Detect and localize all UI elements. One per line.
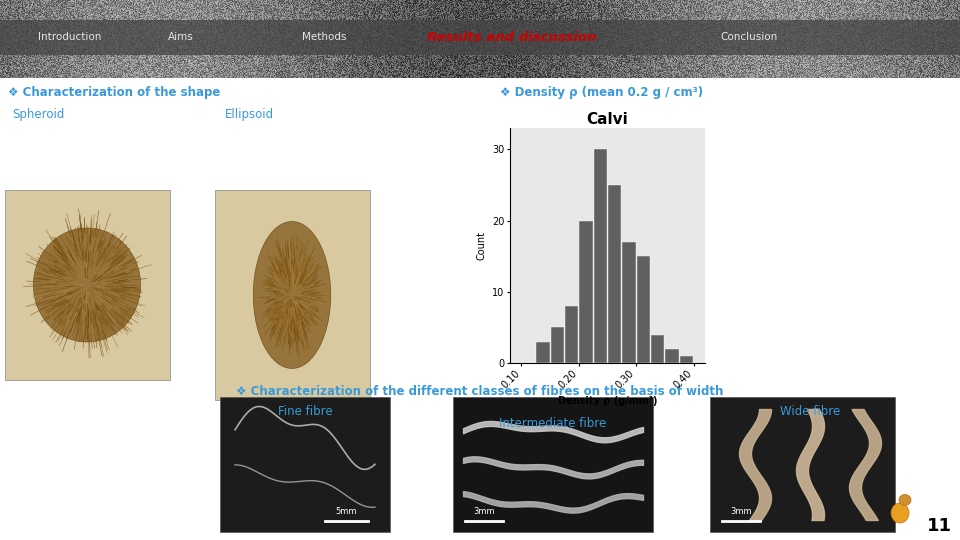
Text: ❖ Characterization of the shape: ❖ Characterization of the shape: [8, 86, 221, 99]
Bar: [651, 334, 664, 363]
FancyBboxPatch shape: [710, 397, 895, 532]
Text: 3mm: 3mm: [473, 507, 494, 516]
Y-axis label: Count: Count: [476, 231, 487, 260]
FancyBboxPatch shape: [220, 397, 390, 532]
X-axis label: Density ρ (g/mm³): Density ρ (g/mm³): [558, 396, 658, 407]
Text: Fine fibre: Fine fibre: [277, 405, 332, 418]
FancyBboxPatch shape: [453, 397, 653, 532]
Ellipse shape: [899, 495, 911, 505]
FancyBboxPatch shape: [215, 190, 370, 400]
Bar: [622, 242, 636, 363]
Text: ❖ Characterization of the different classes of fibres on the basis of width: ❖ Characterization of the different clas…: [236, 385, 724, 398]
Text: 3mm: 3mm: [731, 507, 752, 516]
Ellipse shape: [34, 228, 140, 342]
Bar: [537, 342, 549, 363]
Bar: [608, 185, 621, 363]
Title: Calvi: Calvi: [587, 112, 629, 127]
Text: 11: 11: [927, 517, 952, 535]
Ellipse shape: [253, 221, 331, 368]
Text: Conclusion: Conclusion: [720, 32, 778, 42]
FancyBboxPatch shape: [5, 190, 170, 380]
Bar: [551, 327, 564, 363]
Bar: [665, 349, 679, 363]
Text: 5mm: 5mm: [335, 507, 357, 516]
Bar: [636, 256, 650, 363]
Text: Aims: Aims: [168, 32, 194, 42]
Ellipse shape: [891, 503, 909, 523]
Bar: [565, 306, 578, 363]
Text: Introduction: Introduction: [38, 32, 102, 42]
Text: Ellipsoid: Ellipsoid: [225, 108, 275, 121]
Text: ❖ Density ρ (mean 0.2 g / cm³): ❖ Density ρ (mean 0.2 g / cm³): [500, 86, 703, 99]
Bar: [680, 356, 693, 363]
Bar: [593, 150, 607, 363]
FancyBboxPatch shape: [0, 19, 960, 55]
Text: Spheroid: Spheroid: [12, 108, 64, 121]
Text: Results and discussion: Results and discussion: [427, 31, 597, 44]
Bar: [580, 220, 592, 363]
Text: Methods: Methods: [302, 32, 347, 42]
Text: Intermediate fibre: Intermediate fibre: [499, 417, 607, 430]
Text: Wide fibre: Wide fibre: [780, 405, 840, 418]
